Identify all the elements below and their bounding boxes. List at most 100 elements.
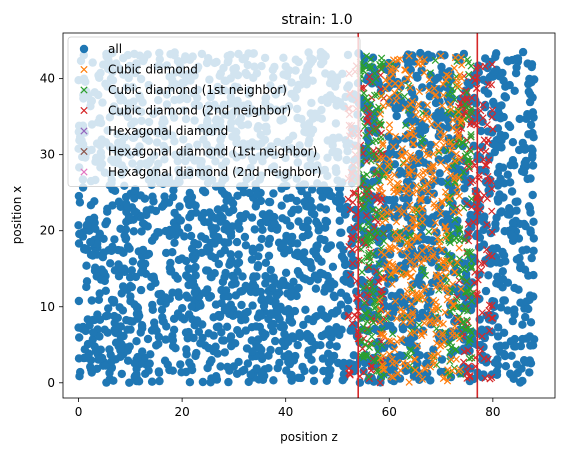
point-1 xyxy=(425,75,433,84)
point-1 xyxy=(427,352,435,360)
point-all xyxy=(258,225,267,234)
point-all xyxy=(80,245,89,254)
point-1 xyxy=(415,87,424,96)
point-all xyxy=(337,228,346,237)
point-all xyxy=(271,336,280,346)
point-1 xyxy=(446,194,454,203)
point-all xyxy=(98,253,108,262)
point-all xyxy=(226,250,235,259)
point-all xyxy=(336,300,346,309)
point-2 xyxy=(369,318,378,327)
point-all xyxy=(264,239,273,248)
point-1 xyxy=(410,328,419,337)
point-1 xyxy=(406,257,414,266)
point-3 xyxy=(478,309,486,317)
point-all xyxy=(271,297,280,306)
point-all xyxy=(347,249,356,259)
point-1 xyxy=(384,162,392,170)
point-2 xyxy=(463,88,471,97)
point-1 xyxy=(389,262,397,270)
point-2 xyxy=(365,241,373,249)
legend-label: Hexagonal diamond (1st neighbor) xyxy=(108,145,317,159)
point-1 xyxy=(411,366,419,374)
point-all xyxy=(248,244,257,253)
point-2 xyxy=(453,296,461,304)
point-1 xyxy=(418,212,426,220)
point-all xyxy=(471,99,481,108)
legend-label: Cubic diamond xyxy=(108,63,198,77)
point-2 xyxy=(460,265,469,274)
point-1 xyxy=(398,145,406,153)
point-1 xyxy=(433,339,441,347)
point-1 xyxy=(444,289,452,298)
point-all xyxy=(191,271,200,280)
point-3 xyxy=(485,327,494,335)
point-all xyxy=(269,376,278,385)
point-2 xyxy=(374,168,382,176)
point-all xyxy=(286,371,295,380)
point-all xyxy=(523,174,532,184)
point-3 xyxy=(364,104,372,112)
point-1 xyxy=(378,219,387,227)
point-all xyxy=(127,266,136,275)
point-2 xyxy=(363,233,372,241)
point-2 xyxy=(364,251,373,260)
point-1 xyxy=(391,345,399,354)
point-2 xyxy=(463,307,472,315)
point-2 xyxy=(467,105,475,113)
point-all xyxy=(126,297,135,306)
point-all xyxy=(136,285,146,295)
legend-label: Cubic diamond (1st neighbor) xyxy=(108,83,287,97)
point-all xyxy=(499,251,509,260)
point-all xyxy=(224,292,233,301)
point-1 xyxy=(455,192,463,200)
point-1 xyxy=(432,283,440,291)
point-all xyxy=(524,202,534,211)
point-3 xyxy=(467,203,476,211)
point-all xyxy=(114,197,124,206)
point-1 xyxy=(376,183,385,191)
point-1 xyxy=(397,79,406,88)
point-all xyxy=(125,244,134,253)
point-all xyxy=(426,376,435,385)
point-all xyxy=(420,137,429,147)
point-all xyxy=(493,272,502,281)
point-3 xyxy=(472,193,480,201)
point-all xyxy=(264,197,274,207)
point-all xyxy=(422,215,432,224)
point-all xyxy=(522,114,531,124)
point-1 xyxy=(449,124,457,132)
point-1 xyxy=(418,331,426,340)
point-all xyxy=(311,284,321,293)
point-all xyxy=(198,186,208,195)
point-all xyxy=(155,376,164,386)
point-2 xyxy=(369,206,377,214)
point-3 xyxy=(374,278,383,286)
point-1 xyxy=(419,174,427,182)
point-all xyxy=(503,170,512,179)
point-1 xyxy=(387,65,395,73)
point-all xyxy=(86,237,95,247)
point-1 xyxy=(455,244,463,252)
point-all xyxy=(401,258,410,268)
point-2 xyxy=(456,173,465,181)
point-all xyxy=(255,309,264,318)
point-all xyxy=(162,248,171,258)
point-all xyxy=(240,232,250,242)
point-3 xyxy=(484,80,493,89)
point-all xyxy=(529,217,538,226)
point-3 xyxy=(467,178,475,187)
point-3 xyxy=(476,63,485,71)
point-3 xyxy=(488,60,496,69)
point-all xyxy=(222,322,232,331)
point-3 xyxy=(463,368,472,376)
point-all xyxy=(182,345,191,354)
point-all xyxy=(437,177,446,186)
point-all xyxy=(437,355,447,364)
point-2 xyxy=(358,268,366,276)
point-all xyxy=(501,362,511,371)
point-1 xyxy=(451,157,459,165)
point-all xyxy=(480,86,489,95)
point-3 xyxy=(358,344,367,353)
point-all xyxy=(519,219,529,229)
